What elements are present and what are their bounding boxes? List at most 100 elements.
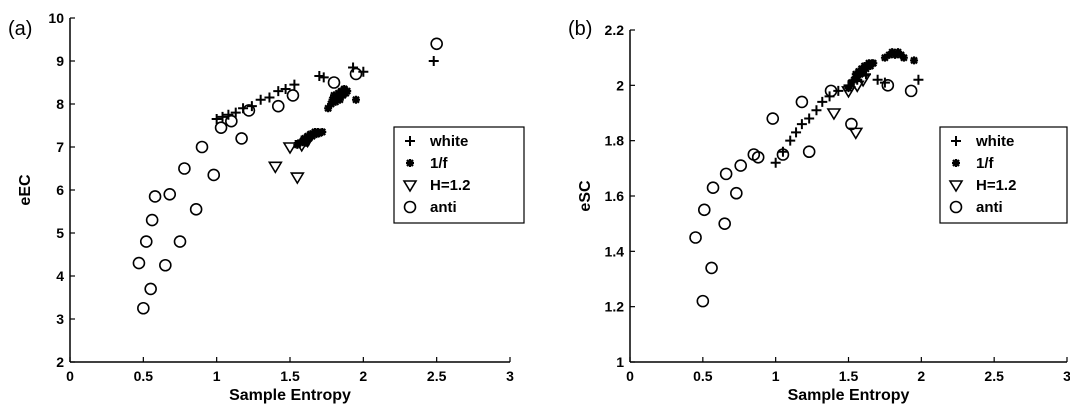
data-point xyxy=(207,168,221,182)
panel-label: (a) xyxy=(8,18,32,40)
y-tick-label: 1.6 xyxy=(605,188,625,204)
data-point xyxy=(300,135,316,149)
y-tick-label: 10 xyxy=(48,10,64,26)
data-point xyxy=(214,121,228,134)
x-tick-label: 0 xyxy=(66,368,74,384)
data-point xyxy=(144,282,157,296)
legend: white 1/f H=1.2 anti xyxy=(939,126,1068,224)
legend-label: anti xyxy=(976,199,1003,216)
data-point xyxy=(211,114,222,125)
data-point xyxy=(271,99,285,113)
data-point xyxy=(282,142,298,155)
data-point xyxy=(225,114,238,128)
data-point xyxy=(734,159,748,172)
data-point xyxy=(163,188,177,201)
data-point xyxy=(804,113,815,124)
x-tick-label: 1.5 xyxy=(280,368,300,384)
data-point xyxy=(791,127,802,138)
data-point xyxy=(145,213,159,227)
data-point xyxy=(189,203,203,216)
data-point xyxy=(904,84,918,98)
data-point xyxy=(318,127,327,136)
data-point xyxy=(899,53,908,62)
data-point xyxy=(833,85,844,96)
x-tick-label: 1 xyxy=(772,368,780,384)
data-point xyxy=(795,95,809,109)
data-point xyxy=(159,258,172,272)
data-point xyxy=(343,87,352,96)
data-point xyxy=(849,80,865,93)
data-point xyxy=(719,167,733,181)
data-point xyxy=(910,56,919,65)
data-point xyxy=(881,79,895,92)
data-point xyxy=(327,76,341,89)
data-point xyxy=(730,186,743,200)
x-axis-label: Sample Entropy xyxy=(788,387,910,404)
x-tick-label: 3 xyxy=(1063,368,1070,384)
y-tick-label: 6 xyxy=(56,182,64,198)
x-tick-label: 1.5 xyxy=(839,368,859,384)
data-point xyxy=(315,129,324,138)
legend-marker xyxy=(403,200,417,214)
data-point xyxy=(776,148,790,161)
data-point xyxy=(352,95,360,104)
data-point xyxy=(235,132,248,145)
y-tick-label: 3 xyxy=(56,311,64,327)
data-point xyxy=(855,75,871,88)
x-tick-label: 1 xyxy=(213,368,221,384)
legend-label: H=1.2 xyxy=(430,177,470,194)
data-point xyxy=(766,112,780,125)
y-tick-label: 9 xyxy=(56,53,64,69)
data-point xyxy=(706,181,720,194)
data-point xyxy=(289,79,300,90)
data-point xyxy=(826,108,842,121)
data-point xyxy=(718,217,731,230)
series-plus xyxy=(770,69,924,168)
data-point xyxy=(324,104,333,113)
x-axis-label: Sample Entropy xyxy=(229,387,351,404)
data-point xyxy=(331,97,340,106)
data-point xyxy=(230,107,241,118)
data-point xyxy=(289,172,305,185)
data-point xyxy=(705,261,718,275)
data-point xyxy=(802,145,816,159)
legend-label: H=1.2 xyxy=(976,177,1016,194)
legend-label: anti xyxy=(430,199,457,216)
x-tick-label: 2.5 xyxy=(984,368,1004,384)
data-point xyxy=(195,140,209,154)
legend-label: 1/f xyxy=(976,155,995,172)
legend-marker xyxy=(948,180,964,193)
y-tick-label: 1.4 xyxy=(605,243,625,259)
data-point xyxy=(880,53,889,62)
legend: white 1/f H=1.2 anti xyxy=(393,126,525,224)
data-point xyxy=(148,190,162,203)
x-tick-label: 3 xyxy=(506,368,514,384)
x-tick-label: 2 xyxy=(359,368,367,384)
data-point xyxy=(327,100,336,108)
x-tick-label: 2 xyxy=(917,368,925,384)
data-point xyxy=(872,74,883,85)
data-point xyxy=(286,89,300,102)
data-point xyxy=(358,66,369,77)
data-point xyxy=(697,203,711,217)
data-point xyxy=(255,94,266,105)
data-point xyxy=(696,294,710,308)
y-tick-label: 4 xyxy=(56,268,64,284)
x-tick-label: 0 xyxy=(626,368,634,384)
legend-marker xyxy=(402,180,418,193)
legend-marker xyxy=(951,136,961,146)
data-point xyxy=(817,96,828,107)
data-point xyxy=(430,37,443,51)
data-point xyxy=(811,105,822,116)
data-point xyxy=(273,86,284,97)
series-triangle xyxy=(267,135,316,185)
data-point xyxy=(173,235,187,248)
data-point xyxy=(869,59,878,68)
data-point xyxy=(796,119,807,130)
data-point xyxy=(913,74,924,85)
data-point xyxy=(770,157,781,168)
data-point xyxy=(349,67,363,81)
data-point xyxy=(824,84,838,98)
y-tick-label: 1.8 xyxy=(605,133,625,149)
series-circle xyxy=(689,79,918,308)
